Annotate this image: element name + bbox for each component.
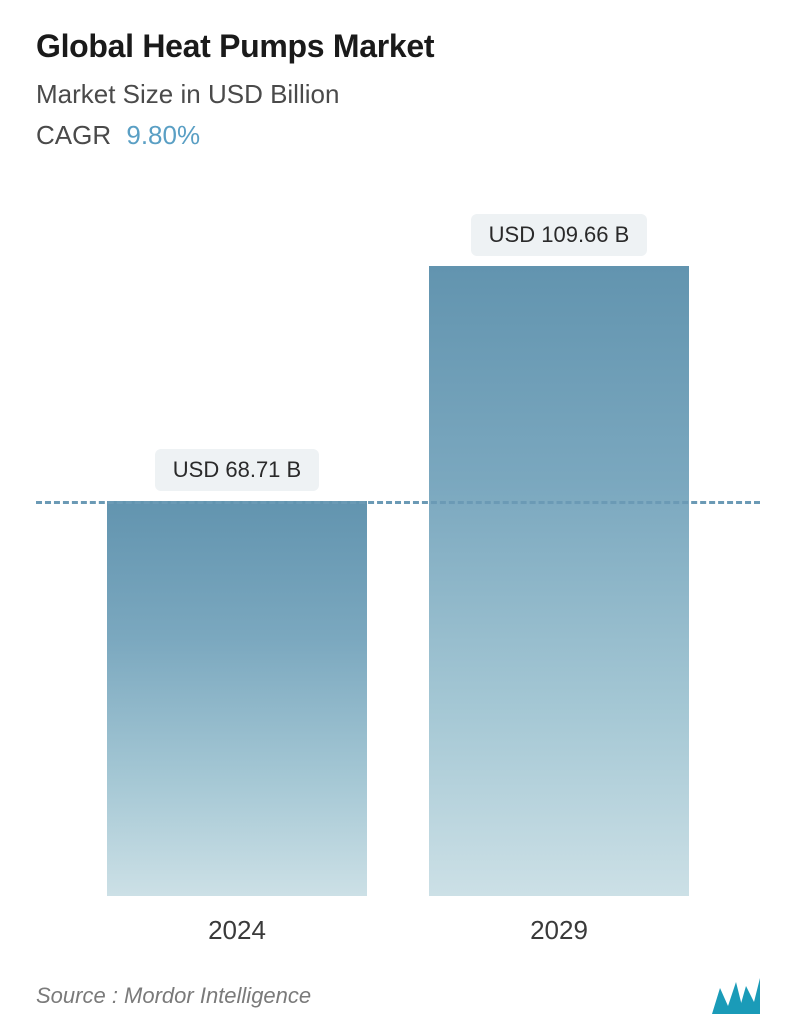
x-label-1: 2029 bbox=[429, 915, 689, 946]
bar-group-0: USD 68.71 B bbox=[107, 449, 367, 896]
x-axis-labels: 2024 2029 bbox=[36, 915, 760, 946]
bar-group-1: USD 109.66 B bbox=[429, 214, 689, 896]
cagr-value: 9.80% bbox=[126, 120, 200, 150]
value-label-1: USD 109.66 B bbox=[471, 214, 648, 256]
bars-wrapper: USD 68.71 B USD 109.66 B bbox=[36, 191, 760, 896]
x-label-0: 2024 bbox=[107, 915, 367, 946]
chart-title: Global Heat Pumps Market bbox=[36, 28, 760, 65]
footer: Source : Mordor Intelligence bbox=[36, 966, 760, 1014]
mordor-logo-icon bbox=[712, 978, 760, 1014]
cagr-row: CAGR 9.80% bbox=[36, 120, 760, 151]
bar-0 bbox=[107, 501, 367, 896]
value-label-0: USD 68.71 B bbox=[155, 449, 319, 491]
bar-1 bbox=[429, 266, 689, 896]
reference-line bbox=[36, 501, 760, 504]
chart-subtitle: Market Size in USD Billion bbox=[36, 79, 760, 110]
source-text: Source : Mordor Intelligence bbox=[36, 983, 311, 1009]
chart-area: USD 68.71 B USD 109.66 B 2024 2029 bbox=[36, 191, 760, 946]
cagr-label: CAGR bbox=[36, 120, 111, 150]
brand-logo bbox=[712, 978, 760, 1014]
